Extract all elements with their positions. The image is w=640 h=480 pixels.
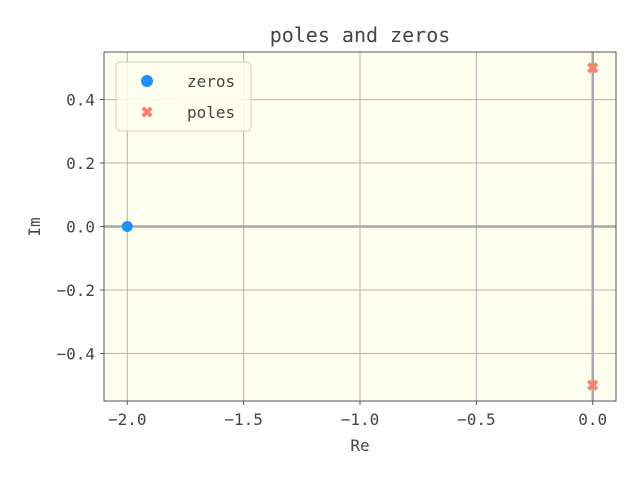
data-marks (121, 62, 599, 391)
poles-point (587, 62, 599, 74)
zeros-point (121, 221, 133, 232)
chart-title: poles and zeros (270, 23, 451, 47)
legend-zeros-label: zeros (187, 72, 235, 91)
legend-poles-label: poles (187, 103, 235, 122)
x-tick-label: −0.5 (457, 410, 496, 429)
legend: zeros poles (115, 61, 252, 132)
legend-zeros-marker (141, 75, 153, 87)
legend-x-glyph (141, 106, 153, 118)
y-tick-label: 0.2 (66, 154, 95, 173)
y-tick-label: 0.0 (66, 218, 95, 237)
x-tick-label: −2.0 (108, 410, 147, 429)
legend-poles-marker (141, 106, 153, 118)
zero-lines (104, 52, 616, 401)
x-axis-label: Re (350, 436, 369, 455)
y-tick-label: −0.2 (56, 281, 95, 300)
x-tick-label: −1.0 (341, 410, 380, 429)
y-axis-label: Im (25, 217, 44, 236)
x-tick-label: 0.0 (578, 410, 607, 429)
tick-labels: −2.0 −1.5 −1.0 −0.5 0.0 −0.4 −0.2 0.0 0.2 0.4 (56, 91, 607, 429)
y-tick-label: −0.4 (56, 344, 95, 363)
poles-point (587, 379, 599, 391)
x-tick-label: −1.5 (224, 410, 263, 429)
y-tick-label: 0.4 (66, 91, 95, 110)
